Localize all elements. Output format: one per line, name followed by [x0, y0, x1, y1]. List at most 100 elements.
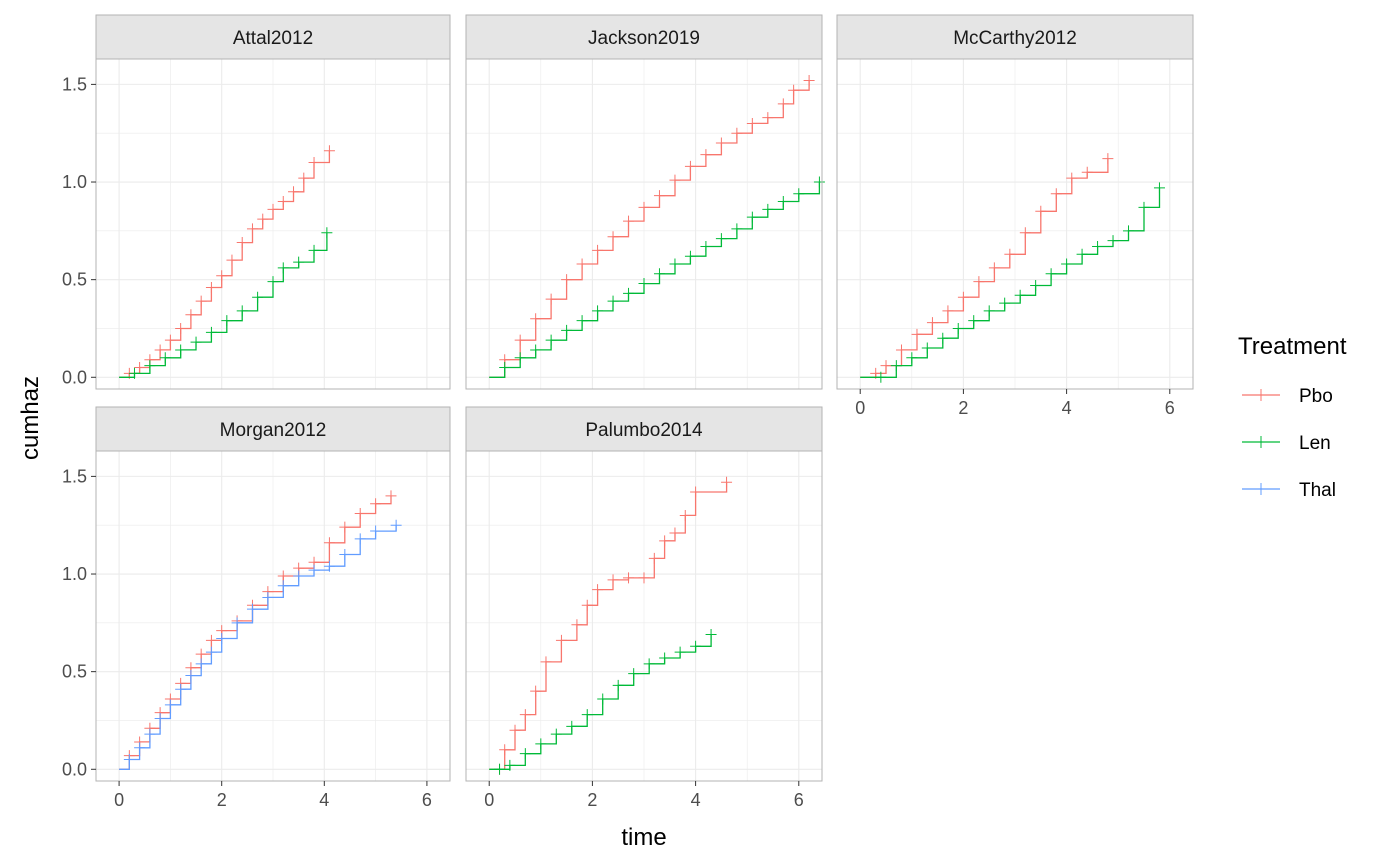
- censor-mark: [499, 362, 511, 374]
- censor-mark: [1123, 225, 1135, 237]
- facet-strip-label: Morgan2012: [220, 420, 327, 441]
- censor-mark: [205, 646, 217, 658]
- x-tick-label: 2: [217, 790, 227, 810]
- censor-mark: [921, 342, 933, 354]
- x-tick-label: 2: [587, 790, 597, 810]
- x-axis: 0 2 4 6: [114, 781, 432, 810]
- censor-mark: [1061, 258, 1073, 270]
- censor-mark: [623, 215, 635, 227]
- censor-mark: [164, 699, 176, 711]
- legend-label: Pbo: [1299, 386, 1333, 407]
- censor-mark: [700, 149, 712, 161]
- censor-mark: [540, 656, 552, 668]
- y-tick-label: 1.5: [62, 74, 87, 94]
- censor-mark: [895, 344, 907, 356]
- censor-mark: [134, 362, 146, 374]
- censor-mark: [205, 281, 217, 293]
- x-tick-label: 4: [691, 790, 701, 810]
- censor-mark: [221, 315, 233, 327]
- censor-mark: [298, 172, 310, 184]
- censor-mark: [128, 367, 140, 379]
- x-tick-label: 6: [1165, 398, 1175, 418]
- censor-mark: [746, 117, 758, 129]
- censor-mark: [684, 160, 696, 172]
- censor-mark: [390, 519, 402, 531]
- censor-mark: [612, 679, 624, 691]
- x-tick-label: 6: [422, 790, 432, 810]
- censor-mark: [1045, 268, 1057, 280]
- censor-mark: [592, 584, 604, 596]
- censor-mark: [246, 603, 258, 615]
- censor-mark: [674, 646, 686, 658]
- censor-mark: [988, 262, 1000, 274]
- panel-border: [95, 58, 451, 390]
- y-tick-label: 0.0: [62, 367, 87, 387]
- panels-layer: Attal2012 Jackson2019 McCarthy2012 Morgan20…: [95, 14, 1194, 782]
- series-Len: [489, 629, 717, 775]
- censor-mark: [216, 270, 228, 282]
- censor-mark: [952, 322, 964, 334]
- censor-mark: [638, 572, 650, 584]
- y-axis-title: cumhaz: [17, 376, 44, 460]
- x-tick-label: 4: [1062, 398, 1072, 418]
- censor-mark: [370, 525, 382, 537]
- censor-mark: [576, 315, 588, 327]
- legend-label: Len: [1299, 433, 1331, 454]
- censor-mark: [911, 328, 923, 340]
- censor-mark: [205, 326, 217, 338]
- legend-entry-Pbo: Pbo: [1242, 386, 1333, 407]
- censor-mark: [205, 634, 217, 646]
- censor-mark: [1019, 227, 1031, 239]
- censor-mark: [514, 334, 526, 346]
- censor-mark: [1107, 235, 1119, 247]
- censor-mark: [545, 293, 557, 305]
- series-Len: [119, 227, 333, 379]
- gridlines: [96, 59, 450, 389]
- censor-mark: [134, 742, 146, 754]
- censor-mark: [354, 507, 366, 519]
- censor-mark: [514, 352, 526, 364]
- facet-strip-label: Jackson2019: [588, 28, 700, 49]
- censor-mark: [1004, 248, 1016, 260]
- censor-mark: [175, 683, 187, 695]
- censor-mark: [880, 360, 892, 372]
- censor-mark: [731, 223, 743, 235]
- censor-mark: [530, 313, 542, 325]
- censor-mark: [669, 174, 681, 186]
- censor-mark: [942, 305, 954, 317]
- censor-mark: [906, 352, 918, 364]
- legend-entry-Len: Len: [1242, 433, 1331, 454]
- censor-mark: [957, 291, 969, 303]
- panel-Attal2012: Attal2012: [95, 14, 451, 390]
- censor-mark: [226, 254, 238, 266]
- y-tick-label: 0.5: [62, 662, 87, 682]
- censor-mark: [561, 324, 573, 336]
- censor-mark: [339, 521, 351, 533]
- panel-Jackson2019: Jackson2019: [465, 14, 825, 390]
- y-axis: 0.0 0.5 1.0 1.5: [62, 466, 96, 779]
- censor-mark: [669, 527, 681, 539]
- censor-mark: [607, 574, 619, 586]
- series-Pbo: [489, 74, 815, 378]
- censor-mark: [581, 709, 593, 721]
- y-tick-label: 1.0: [62, 172, 87, 192]
- censor-mark: [236, 237, 248, 249]
- axes-layer: 0.0 0.5 1.0 1.5 0 2 4 6 0.0 0.5 1.0 1.5 0 2 4 6 0 2 4 6: [62, 74, 1175, 810]
- censor-mark: [144, 360, 156, 372]
- censor-mark: [669, 258, 681, 270]
- censor-mark: [288, 186, 300, 198]
- censor-mark: [690, 640, 702, 652]
- censor-mark: [321, 227, 333, 239]
- censor-mark: [999, 297, 1011, 309]
- facet-strip: [465, 14, 823, 60]
- step-line-Len: [489, 182, 821, 378]
- censor-mark: [653, 268, 665, 280]
- censor-mark: [1076, 248, 1088, 260]
- censor-mark: [293, 256, 305, 268]
- censor-mark: [323, 560, 335, 572]
- censor-mark: [190, 336, 202, 348]
- censor-mark: [983, 305, 995, 317]
- censor-mark: [731, 127, 743, 139]
- facet-strip-label: Palumbo2014: [585, 420, 703, 441]
- censor-mark: [1014, 289, 1026, 301]
